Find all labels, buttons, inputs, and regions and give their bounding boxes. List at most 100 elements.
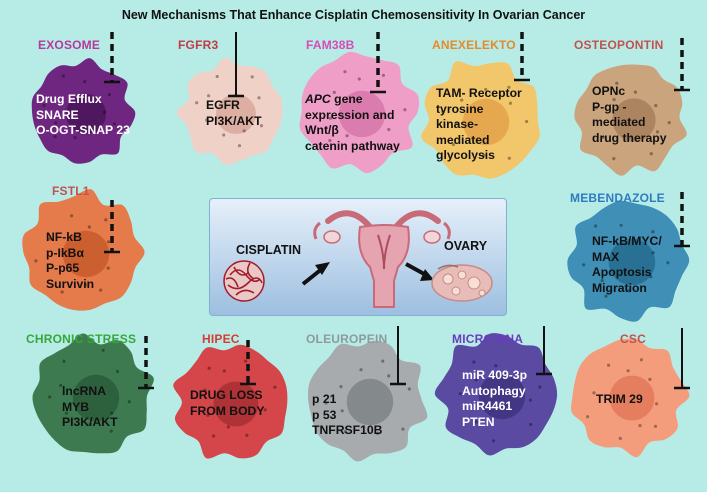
cell-speckle (70, 214, 74, 218)
cell-speckle (651, 251, 655, 255)
content-line: FROM BODY (190, 403, 265, 418)
cell-speckle (343, 429, 347, 434)
cell-speckle (649, 275, 653, 279)
cell-speckle (83, 80, 87, 84)
content-line: TRIM 29 (596, 392, 643, 406)
cell-osteopontin (574, 38, 690, 176)
content-osteopontin: OPNc P-gp - mediated drug therapy (592, 84, 667, 146)
label-chronic-stress: CHRONIC STRESS (26, 332, 137, 346)
cell-nucleus (609, 375, 655, 421)
cell-hipec (173, 340, 288, 459)
cell-speckle (612, 157, 616, 161)
cell-speckle (633, 90, 638, 94)
cell-speckle (454, 122, 458, 126)
cell-nucleus (62, 230, 110, 278)
cell-speckle (222, 369, 226, 373)
content-line: Apoptosis (592, 265, 652, 279)
arrow-icon (405, 262, 434, 281)
cell-speckle (387, 127, 391, 132)
content-line: MYB (62, 399, 90, 414)
cell-speckle (115, 369, 120, 374)
cell-speckle (361, 147, 365, 151)
content-line: EGFR (206, 98, 240, 112)
content-line: PI3K/AKT (206, 113, 262, 128)
content-fstl1: NF-kB p-IkBα P-p65 Survivin (46, 230, 94, 292)
cell-speckle (619, 223, 623, 227)
cell-speckle (618, 436, 622, 440)
cell-speckle (655, 402, 659, 406)
cell-speckle (47, 237, 51, 241)
cell-speckle (403, 108, 407, 112)
cell-speckle (607, 363, 611, 367)
cell-speckle (34, 259, 38, 263)
cell-speckle (102, 110, 107, 114)
cell-speckle (482, 153, 486, 157)
cell-speckle (601, 135, 605, 139)
cell-speckle (529, 422, 533, 427)
content-line: SNARE (36, 107, 79, 122)
cell-speckle (627, 289, 631, 293)
cell-speckle (203, 388, 207, 392)
cell-speckle (508, 101, 513, 105)
cell-speckle (215, 74, 219, 79)
cell-speckle (507, 85, 511, 89)
cell-speckle (106, 240, 111, 244)
cell-speckle (109, 429, 113, 433)
content-mebendazole: NF-kB/MYC/MAX Apoptosis Migration (592, 234, 662, 296)
cell-speckle (328, 116, 332, 120)
cell-speckle (519, 371, 523, 375)
cell-speckle (127, 400, 131, 404)
cell-speckle (474, 420, 478, 424)
content-line: kinase- (436, 117, 479, 131)
cell-speckle (594, 224, 598, 228)
cell-nucleus (612, 98, 656, 142)
cell-speckle (64, 411, 69, 415)
cell-speckle (244, 359, 248, 363)
content-exosome: Drug Efflux SNARE O-OGT-SNAP 23 (36, 92, 130, 139)
cell-speckle (83, 283, 87, 287)
cell-speckle (101, 348, 105, 352)
cell-speckle (381, 73, 385, 77)
cell-speckle (484, 87, 488, 92)
content-line: TNFRSF10B (312, 423, 383, 437)
cell-speckle (62, 359, 66, 363)
content-line: catenin pathway (305, 138, 400, 153)
label-fam38b: FAM38B (306, 38, 355, 52)
cell-nucleus (72, 374, 120, 422)
cell-fgfr3 (176, 32, 283, 165)
cell-speckle (339, 385, 343, 389)
cell-speckle (59, 383, 63, 387)
content-line: Survivin (46, 276, 95, 291)
cell-nucleus (216, 94, 256, 134)
content-line: NF-kB/MYC/ (592, 234, 662, 248)
label-oleuropein: OLEUROPEIN (306, 332, 388, 346)
content-line: miR 409-3p (462, 368, 528, 382)
content-line: TAM- Receptor (436, 86, 522, 100)
cell-speckle (250, 75, 254, 79)
cell-speckle (332, 90, 336, 94)
cell-speckle (639, 358, 644, 362)
cell-speckle (538, 385, 542, 389)
cell-nucleus (346, 378, 394, 426)
cell-speckle (110, 411, 114, 415)
content-line: PI3K/AKT (62, 415, 118, 429)
cell-speckle (343, 70, 347, 74)
content-line: NF-kB (46, 230, 82, 244)
cell-speckle (600, 279, 604, 283)
cell-speckle (206, 413, 210, 417)
cell-speckle (460, 98, 464, 102)
cell-speckle (73, 136, 77, 140)
label-hipec: HIPEC (202, 332, 240, 346)
cell-speckle (95, 129, 99, 133)
content-hipec: DRUG LOSS FROM BODY (190, 388, 264, 419)
cell-speckle (107, 93, 111, 97)
cell-speckle (263, 408, 267, 412)
content-line: PTEN (462, 414, 495, 429)
cell-anexelekto (421, 32, 540, 179)
cell-speckle (61, 74, 65, 78)
cell-nucleus (608, 238, 656, 286)
content-line: Drug Efflux (36, 92, 102, 106)
cell-speckle (458, 392, 462, 396)
cell-speckle (655, 130, 660, 134)
cell-nucleus (66, 94, 106, 134)
